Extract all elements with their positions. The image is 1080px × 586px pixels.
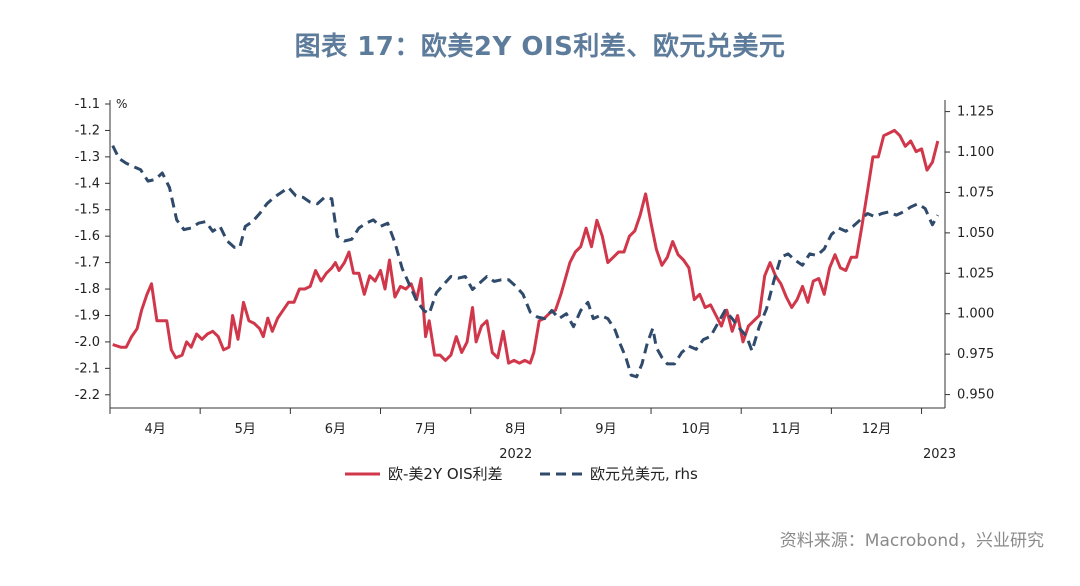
left-tick-label: -1.6 — [75, 229, 100, 244]
left-tick-label: -2.2 — [75, 388, 100, 403]
x-tick-label: 9月 — [595, 422, 616, 437]
x-tick-label: 6月 — [325, 422, 346, 437]
left-axis-unit: % — [116, 97, 127, 111]
chart-title: 图表 17：欧美2Y OIS利差、欧元兑美元 — [294, 32, 786, 62]
year-label: 2023 — [923, 447, 956, 462]
right-tick-label: 1.075 — [957, 185, 994, 200]
left-tick-label: -2.1 — [75, 361, 100, 376]
left-tick-label: -1.8 — [75, 282, 100, 297]
spread-series-line — [112, 128, 940, 365]
x-tick-label: 11月 — [772, 422, 802, 437]
source-note: 资料来源：Macrobond，兴业研究 — [779, 531, 1044, 551]
left-tick-label: -1.9 — [75, 308, 100, 323]
right-tick-label: 0.975 — [957, 347, 994, 362]
eurusd-series-line — [111, 144, 940, 379]
x-tick-label: 12月 — [862, 422, 892, 437]
x-tick-label: 10月 — [681, 422, 711, 437]
year-label: 2022 — [499, 447, 532, 462]
x-tick-label: 7月 — [415, 422, 436, 437]
left-tick-label: -2.0 — [75, 335, 100, 350]
x-tick-label: 8月 — [505, 422, 526, 437]
left-tick-label: -1.3 — [75, 150, 100, 165]
left-tick-label: -1.1 — [75, 97, 100, 112]
right-tick-label: 1.100 — [957, 145, 994, 160]
left-tick-label: -1.5 — [75, 203, 100, 218]
right-tick-label: 1.050 — [957, 226, 994, 241]
right-tick-label: 0.950 — [957, 388, 994, 403]
x-tick-label: 5月 — [235, 422, 256, 437]
right-tick-label: 1.125 — [957, 105, 994, 120]
legend-label-eurusd: 欧元兑美元, rhs — [590, 465, 698, 483]
right-tick-label: 1.000 — [957, 307, 994, 322]
legend-label-spread: 欧-美2Y OIS利差 — [388, 465, 503, 483]
left-tick-label: -1.7 — [75, 256, 100, 271]
left-tick-label: -1.4 — [75, 176, 100, 191]
left-tick-label: -1.2 — [75, 123, 100, 138]
right-tick-label: 1.025 — [957, 266, 994, 281]
x-tick-label: 4月 — [144, 422, 165, 437]
